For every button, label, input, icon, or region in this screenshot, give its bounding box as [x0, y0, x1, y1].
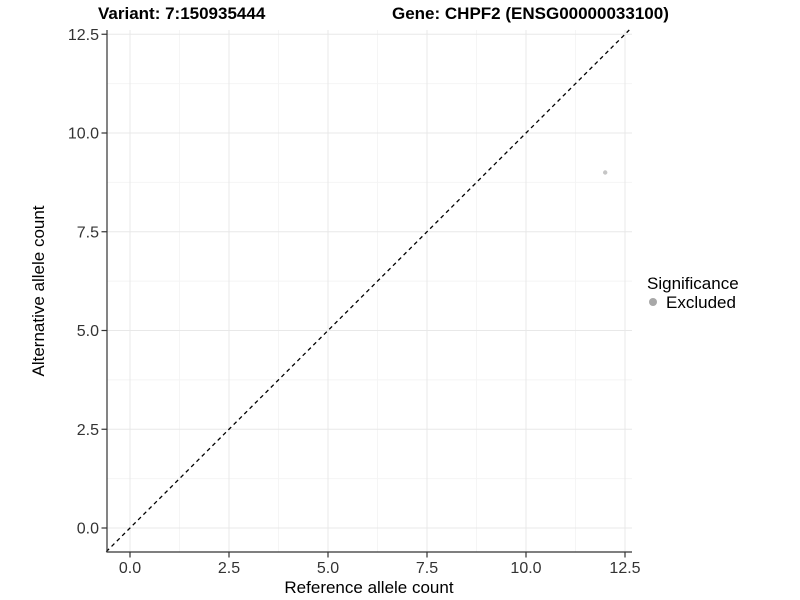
- y-tick-label: 10.0: [68, 126, 99, 143]
- gene-title: Gene: CHPF2 (ENSG00000033100): [392, 4, 669, 23]
- legend-swatch-excluded-icon: [649, 298, 657, 306]
- x-tick-label: 0.0: [119, 560, 141, 577]
- data-points-layer: [603, 170, 608, 175]
- legend-label-excluded: Excluded: [666, 293, 736, 312]
- y-tick-label: 2.5: [77, 422, 99, 439]
- identity-reference-line-layer: [105, 29, 630, 553]
- y-tick-label: 5.0: [77, 323, 99, 340]
- x-tick-label: 5.0: [317, 560, 339, 577]
- tick-labels: 0.0 2.5 5.0 7.5 10.0 12.5 0.0 2.5 5.0 7.5 10.0 12.5: [68, 27, 641, 577]
- x-tick-label: 10.0: [510, 560, 541, 577]
- axes: [101, 30, 632, 558]
- legend: Significance Excluded: [647, 274, 739, 312]
- x-tick-label: 12.5: [609, 560, 640, 577]
- data-point-excluded: [603, 170, 608, 175]
- y-tick-label: 0.0: [77, 521, 99, 538]
- variant-title: Variant: 7:150935444: [98, 4, 266, 23]
- y-tick-label: 12.5: [68, 27, 99, 44]
- gridlines: [107, 30, 632, 552]
- y-tick-label: 7.5: [77, 224, 99, 241]
- legend-title: Significance: [647, 274, 739, 293]
- x-tick-label: 2.5: [218, 560, 240, 577]
- x-axis-title: Reference allele count: [284, 578, 453, 597]
- x-tick-label: 7.5: [416, 560, 438, 577]
- y-axis-title: Alternative allele count: [29, 205, 48, 376]
- identity-reference-line: [105, 29, 630, 553]
